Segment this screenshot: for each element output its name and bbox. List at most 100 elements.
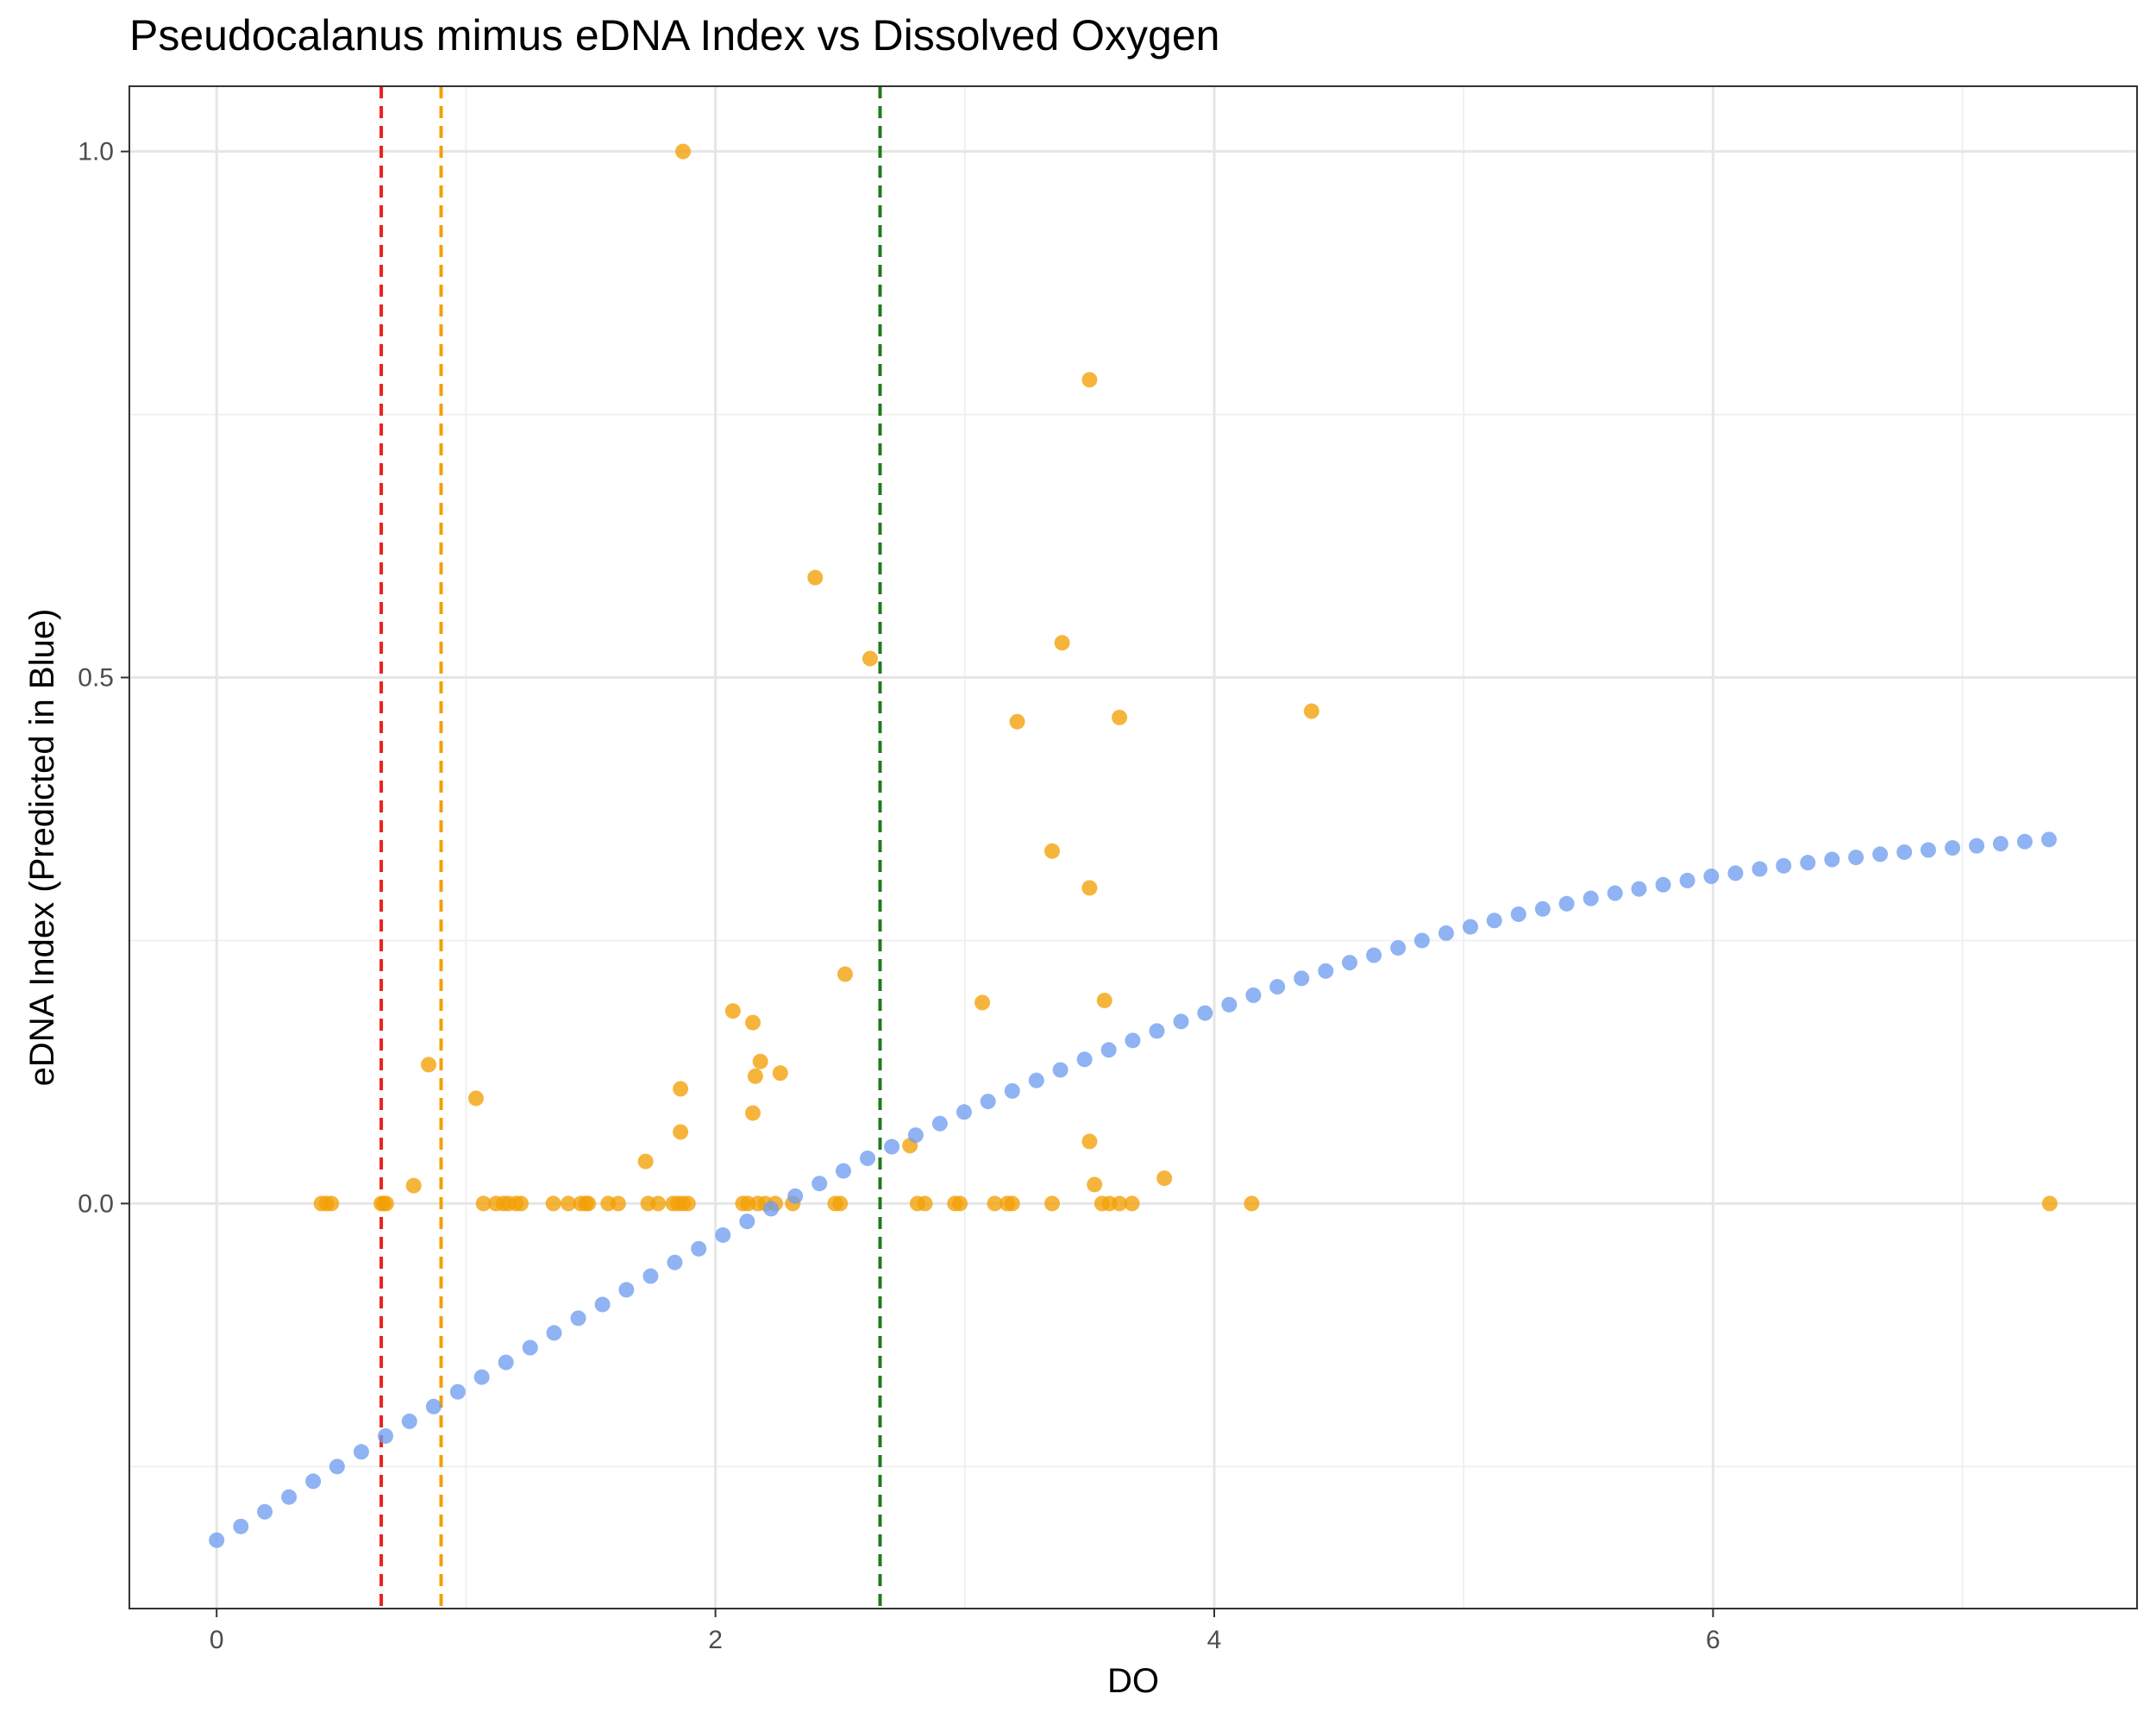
data-point [1245,987,1262,1003]
x-tick-label: 0 [210,1626,224,1654]
data-point [952,1195,968,1212]
data-point [1703,869,1720,885]
data-point [233,1518,249,1534]
data-point [752,1053,768,1070]
data-point [353,1444,369,1460]
data-point [2016,833,2033,850]
data-point [1824,851,1840,868]
data-point [835,1163,851,1179]
data-point [1727,865,1744,881]
data-point [1124,1195,1140,1212]
panel-border [128,85,2138,1609]
data-point [1125,1032,1141,1049]
data-point [931,1115,948,1132]
data-point [546,1325,562,1341]
data-point [545,1195,561,1212]
data-point [1558,895,1575,912]
grid [129,86,2137,1609]
data-point [1044,843,1061,859]
data-point [744,1105,761,1121]
data-point [1244,1195,1260,1212]
data-point [1294,970,1310,987]
data-point [772,1065,788,1082]
data-point [673,1081,689,1097]
data-point [1081,1133,1098,1150]
data-point [1366,947,1382,963]
data-point [378,1427,394,1444]
y-tick-label: 0.5 [78,664,114,693]
chart-title: Pseudocalanus mimus eDNA Index vs Dissol… [129,11,1220,60]
data-point [642,1268,659,1284]
data-point [570,1310,586,1327]
data-point [1992,836,2009,852]
data-point [580,1195,597,1212]
x-tick-label: 4 [1207,1626,1222,1654]
x-axis-title: DO [1107,1662,1159,1700]
data-point [467,1090,484,1107]
x-tick-label: 6 [1706,1626,1720,1654]
data-point [421,1057,437,1073]
data-point [1800,855,1816,871]
data-point [378,1195,394,1212]
data-point [1342,955,1358,971]
data-point [323,1195,340,1212]
y-axis-title: eDNA Index (Predicted in Blue) [23,609,61,1087]
data-point [1028,1072,1044,1088]
data-point [1583,890,1599,906]
data-point [1076,1051,1093,1068]
data-point [1510,906,1526,922]
data-point [1776,857,1792,874]
data-point [744,1014,761,1031]
data-point [1486,913,1502,929]
axis-ticks: 0 2 4 6 0.0 0.5 1.0 [78,138,1720,1654]
x-tick-label: 2 [708,1626,723,1654]
data-point [675,143,692,160]
data-point [449,1383,466,1400]
data-point [860,1150,876,1166]
data-point [1920,842,1936,858]
data-point [1631,881,1647,897]
data-point [1096,992,1112,1008]
data-point [812,1176,828,1192]
data-point [1944,840,1960,856]
data-point [715,1226,731,1243]
data-point [1149,1023,1165,1039]
data-point [837,966,853,982]
data-point [1872,846,1889,862]
data-point [1534,900,1551,917]
y-tick-label: 1.0 [78,138,114,166]
data-point [832,1195,849,1212]
data-point [1081,372,1098,388]
data-point [680,1195,696,1212]
data-point [975,994,991,1011]
data-point [401,1413,417,1429]
data-point [473,1369,490,1385]
data-point [667,1254,683,1270]
data-point [862,650,878,667]
data-point [281,1489,298,1505]
data-point [763,1201,780,1217]
data-point [884,1138,900,1155]
data-point [498,1354,514,1371]
data-point [987,1195,1003,1212]
data-point [257,1503,273,1520]
data-point [1087,1176,1103,1193]
data-point [1100,1042,1117,1058]
data-point [787,1188,804,1204]
data-point [1112,709,1128,725]
data-point [1752,861,1768,877]
data-point [475,1195,492,1212]
data-point [739,1214,755,1230]
data-point [956,1104,972,1120]
data-point [673,1124,689,1140]
data-point [610,1195,626,1212]
data-point [807,569,824,586]
data-point [1054,635,1070,651]
data-points [209,143,2058,1548]
data-point [1081,880,1098,896]
data-point [724,1003,741,1019]
data-point [980,1094,996,1110]
data-point [1438,925,1454,941]
